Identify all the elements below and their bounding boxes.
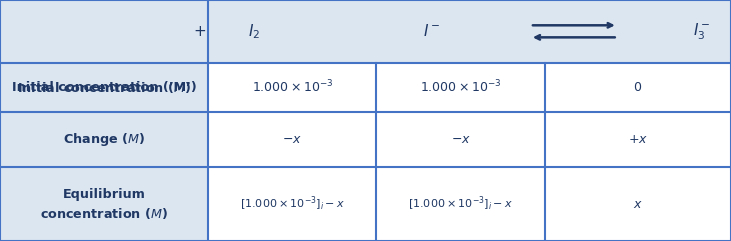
- Text: $\mathit{I}_3^-$: $\mathit{I}_3^-$: [693, 21, 711, 42]
- Text: $[1.000 \times 10^{-3}]_i - x$: $[1.000 \times 10^{-3}]_i - x$: [408, 195, 513, 214]
- Bar: [208, 63, 376, 112]
- Bar: [376, 112, 545, 167]
- Text: $\mathit{I}^-$: $\mathit{I}^-$: [423, 23, 440, 39]
- Text: Equilibrium
concentration ($\mathit{M}$): Equilibrium concentration ($\mathit{M}$): [40, 188, 168, 221]
- Text: Initial concentration (’M’): Initial concentration (’M’): [12, 81, 197, 94]
- Text: $1.000 \times 10^{-3}$: $1.000 \times 10^{-3}$: [420, 79, 501, 96]
- Text: $0$: $0$: [633, 81, 643, 94]
- Text: $x$: $x$: [633, 198, 643, 211]
- Bar: [545, 167, 731, 241]
- Text: $\mathit{I}_2$: $\mathit{I}_2$: [249, 22, 261, 41]
- Text: $-x$: $-x$: [282, 133, 303, 146]
- Bar: [208, 167, 376, 241]
- Bar: [545, 112, 731, 167]
- Text: $+x$: $+x$: [628, 133, 648, 146]
- Text: $+$: $+$: [193, 24, 206, 39]
- Text: Change ($\mathit{M}$): Change ($\mathit{M}$): [63, 131, 145, 148]
- Text: $1.000 \times 10^{-3}$: $1.000 \times 10^{-3}$: [251, 79, 333, 96]
- Text: $[1.000 \times 10^{-3}]_i - x$: $[1.000 \times 10^{-3}]_i - x$: [240, 195, 345, 214]
- Text: $-x$: $-x$: [450, 133, 471, 146]
- Bar: [376, 63, 545, 112]
- Bar: [208, 112, 376, 167]
- Bar: [545, 63, 731, 112]
- Text: Initial concentration ($\mathit{M}$): Initial concentration ($\mathit{M}$): [17, 80, 192, 95]
- Bar: [376, 167, 545, 241]
